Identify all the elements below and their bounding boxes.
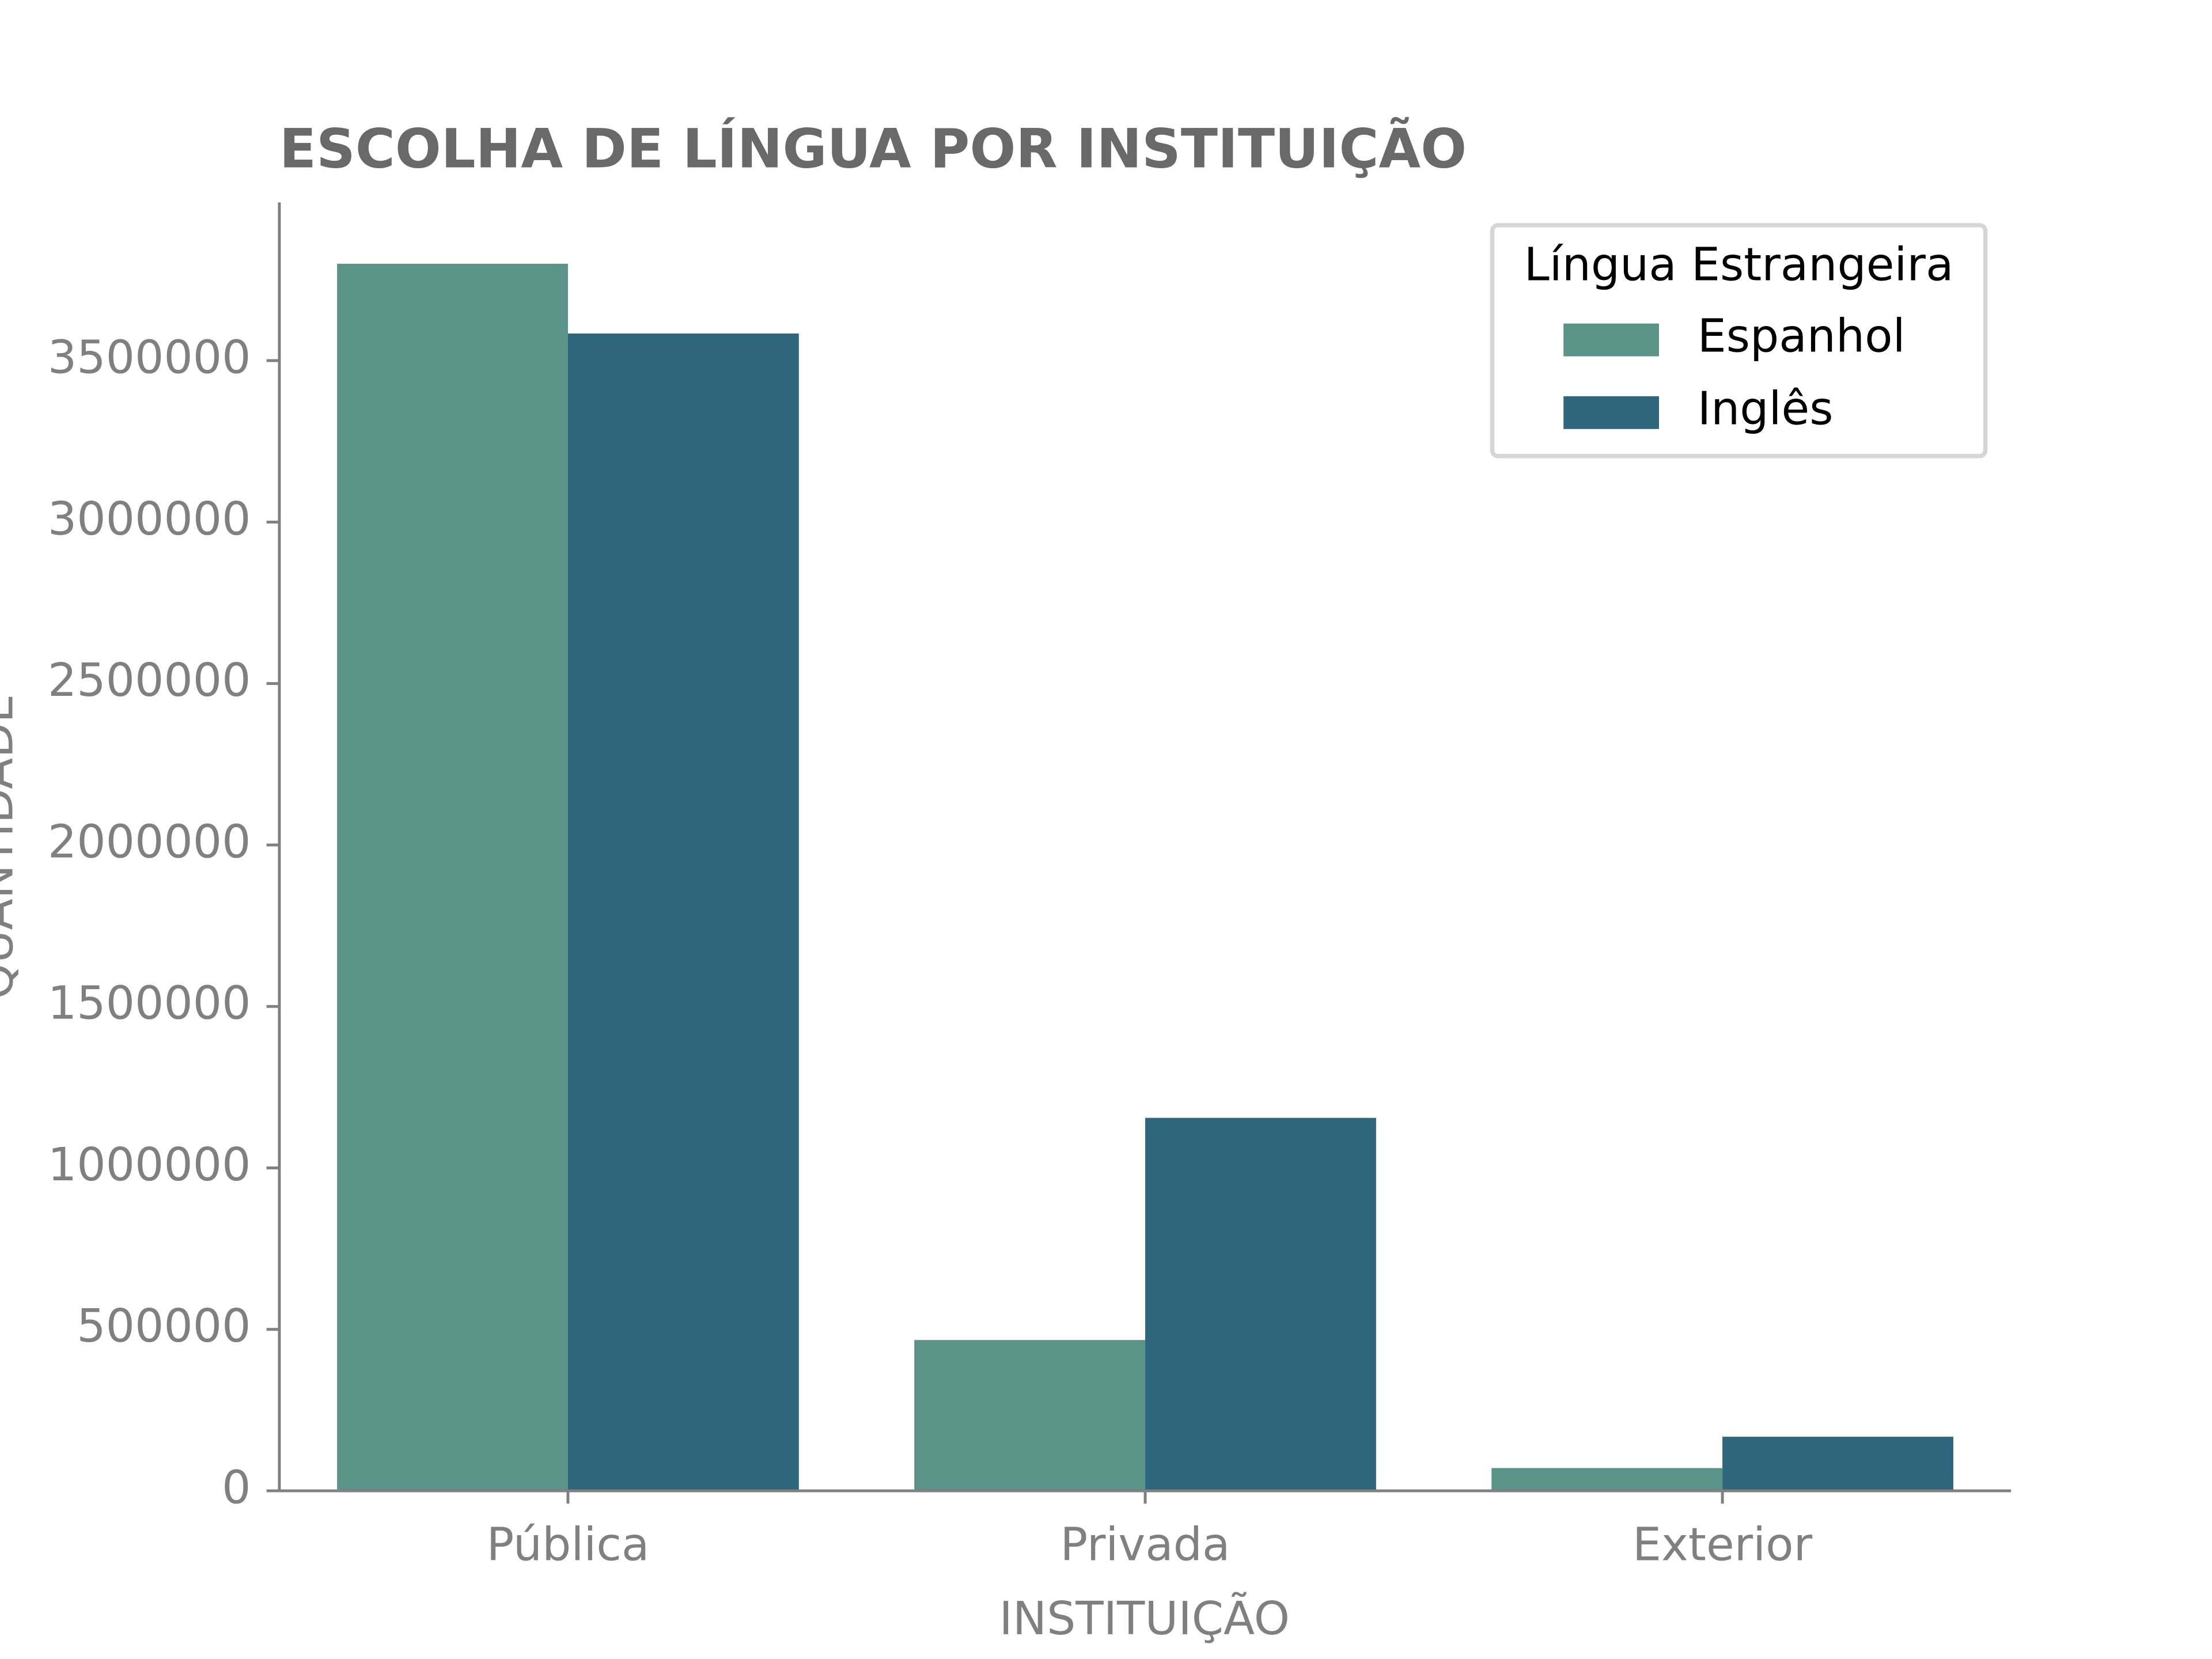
y-tick-label: 0: [222, 1461, 251, 1514]
legend-swatch: [1563, 323, 1659, 357]
y-axis-label: QUANTIDADE: [0, 694, 23, 999]
bar: [1491, 1468, 1723, 1491]
x-tick-label: Exterior: [1633, 1518, 1813, 1571]
chart-title: ESCOLHA DE LÍNGUA POR INSTITUIÇÃO: [279, 116, 1467, 181]
y-tick-label: 3500000: [48, 331, 251, 384]
legend: Língua Estrangeira Espanhol Inglês: [1490, 223, 1988, 459]
y-tick-label: 3000000: [48, 493, 251, 546]
y-tick-label: 2500000: [48, 654, 251, 707]
bar: [914, 1340, 1146, 1491]
bar: [567, 333, 799, 1491]
y-tick-label: 2000000: [48, 815, 251, 868]
bar: [337, 263, 568, 1491]
legend-label: Espanhol: [1698, 309, 1906, 362]
y-tick-label: 1500000: [48, 977, 251, 1030]
y-tick-label: 500000: [77, 1300, 251, 1353]
x-tick-label: Privada: [1060, 1518, 1230, 1571]
legend-title: Língua Estrangeira: [1524, 238, 1954, 291]
bar: [1145, 1118, 1376, 1491]
bar: [1722, 1437, 1953, 1491]
x-axis-label: INSTITUIÇÃO: [999, 1592, 1290, 1645]
legend-label: Inglês: [1698, 382, 1834, 435]
y-tick-label: 1000000: [48, 1138, 251, 1191]
x-tick-label: Pública: [487, 1518, 650, 1571]
legend-swatch: [1563, 396, 1659, 429]
